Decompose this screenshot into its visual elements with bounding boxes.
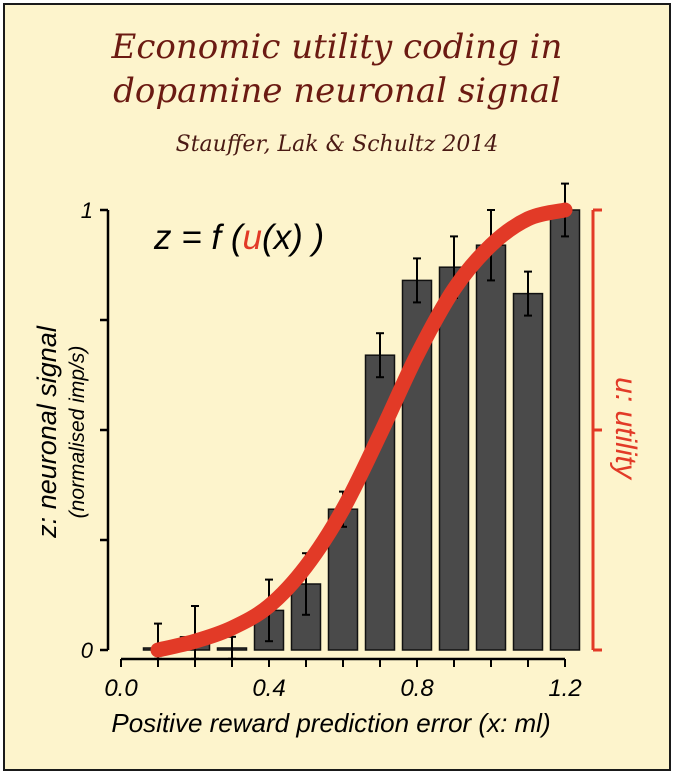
- bar: [438, 266, 470, 651]
- bar: [475, 244, 507, 651]
- labels: z = f (u(x) ) Positive reward prediction…: [32, 218, 642, 738]
- equation: z = f (u(x) ): [153, 218, 324, 257]
- y-tick-label: 0: [81, 638, 94, 663]
- x-tick-label: 0.8: [400, 675, 434, 702]
- bar: [512, 292, 544, 651]
- title-line-1: Economic utility coding in: [111, 27, 563, 67]
- y-tick-label: 1: [81, 198, 93, 223]
- x-axis-label: Positive reward prediction error (x: ml): [111, 708, 550, 738]
- bar: [549, 209, 581, 651]
- bars: [142, 209, 581, 651]
- x-tick-label: 0.4: [252, 675, 285, 702]
- utility-curve: [150, 202, 573, 658]
- right-axis-label: u: utility: [609, 377, 642, 481]
- x-tick-label: 0.0: [104, 675, 138, 702]
- equation-u: u: [243, 218, 262, 257]
- y-axis-label: z: neuronal signal: [32, 325, 62, 539]
- y-axis-sublabel: (normalised imp/s): [66, 346, 89, 519]
- equation-suffix: (x) ): [262, 218, 324, 257]
- subtitle: Stauffer, Lak & Schultz 2014: [175, 132, 499, 157]
- utility-curve-layer: [150, 202, 573, 658]
- x-tick-label: 1.2: [548, 675, 581, 702]
- equation-prefix: z = f (: [153, 218, 246, 257]
- title-line-2: dopamine neuronal signal: [113, 71, 561, 111]
- axes: 0 1 0.0 0.4 0.8 1.2: [81, 198, 602, 702]
